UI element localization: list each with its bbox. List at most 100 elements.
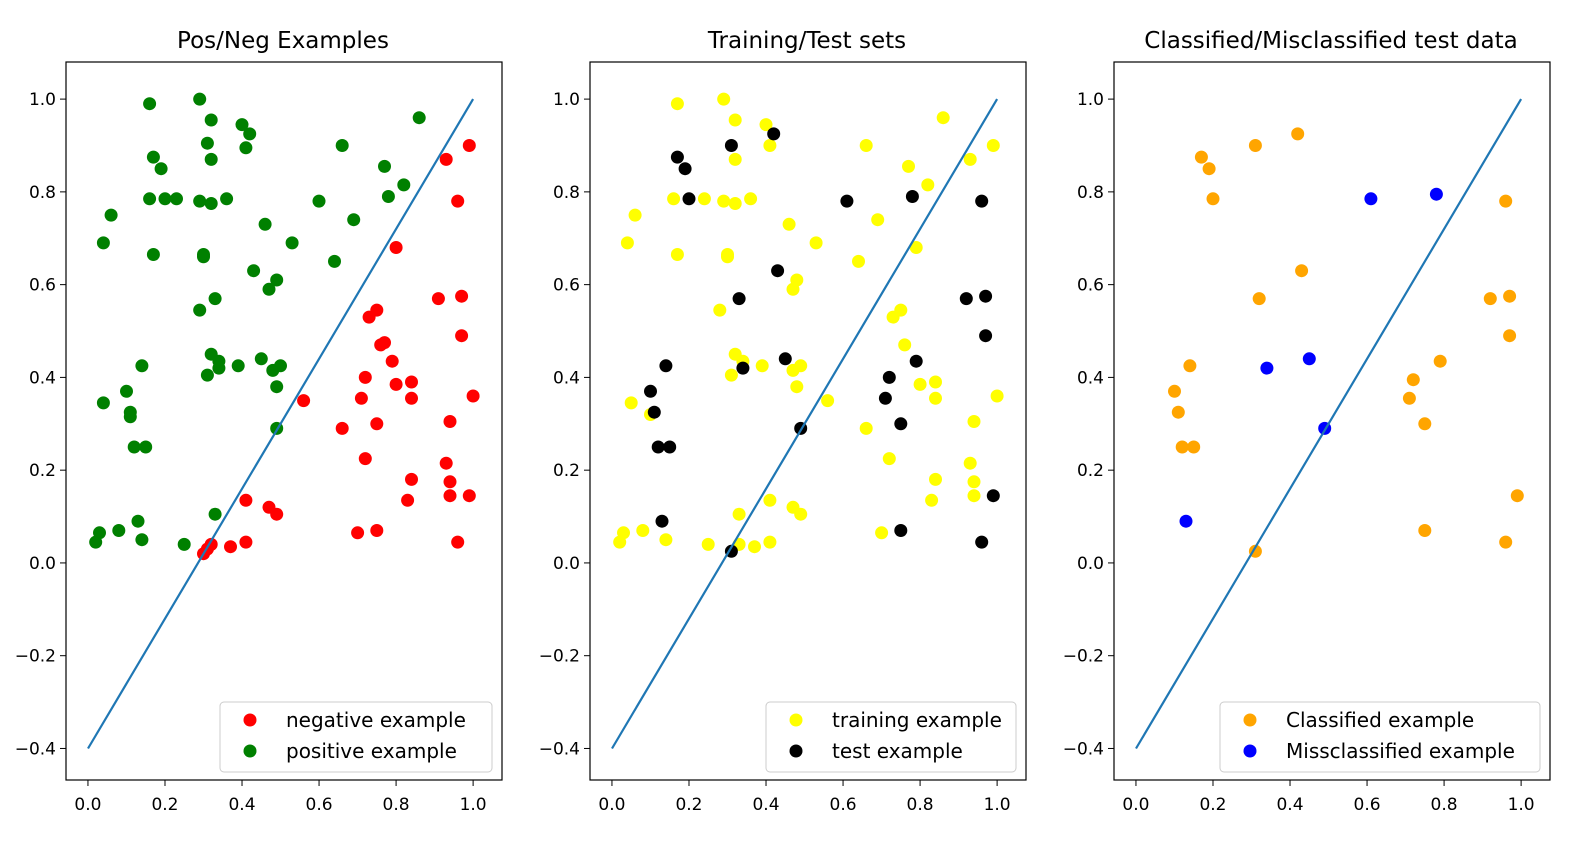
scatter-point-second-series <box>93 526 106 540</box>
decision-line <box>1135 98 1523 750</box>
scatter-point-second-series <box>204 152 218 166</box>
scatter-point-first-series <box>782 217 796 231</box>
scatter-point-first-series <box>370 303 384 317</box>
scatter-point-first-series <box>1175 440 1189 454</box>
x-tick-label: 1.0 <box>1508 795 1535 815</box>
scatter-point-second-series <box>262 282 276 296</box>
scatter-point-second-series <box>347 213 361 227</box>
scatter-point-first-series <box>466 389 480 403</box>
scatter-point-second-series <box>212 354 226 368</box>
scatter-point-first-series <box>354 391 368 405</box>
scatter-point-first-series <box>913 377 927 391</box>
scatter-point-first-series <box>1171 405 1185 419</box>
scatter-point-first-series <box>1187 440 1201 454</box>
legend: negative example positive example <box>219 701 493 773</box>
y-tick-label: 0.6 <box>553 276 580 296</box>
scatter-point-first-series <box>794 359 808 373</box>
y-tick-label: 1.0 <box>1077 90 1104 110</box>
scatter-point-first-series <box>1206 192 1220 206</box>
scatter-point-second-series <box>231 359 245 373</box>
x-tick-label: 0.8 <box>383 795 410 815</box>
y-tick-label: 0.0 <box>29 554 56 574</box>
scatter-point-second-series <box>154 162 168 176</box>
x-tick-label: 0.6 <box>830 795 857 815</box>
scatter-point-second-series <box>882 370 896 384</box>
scatter-point-first-series <box>763 493 777 507</box>
scatter-point-second-series <box>1260 361 1274 375</box>
scatter-point-first-series <box>455 289 469 303</box>
decision-line <box>611 98 999 750</box>
scatter-point-first-series <box>636 524 650 537</box>
scatter-point-first-series <box>925 493 939 507</box>
scatter-point-first-series <box>967 475 981 489</box>
legend-label: negative example <box>286 708 466 732</box>
scatter-point-second-series <box>975 535 989 549</box>
scatter-point-first-series <box>1406 373 1420 387</box>
y-tick-label: 1.0 <box>29 90 56 110</box>
scatter-point-first-series <box>1510 489 1524 503</box>
x-tick-label: 0.4 <box>228 795 255 815</box>
scatter-point-second-series <box>208 292 222 306</box>
y-tick-label: −0.2 <box>539 647 580 667</box>
scatter-point-first-series <box>617 526 630 540</box>
y-tick-label: 0.8 <box>1077 183 1104 203</box>
scatter-point-second-series <box>96 236 110 250</box>
scatter-point-first-series <box>451 194 465 208</box>
scatter-point-second-series <box>193 194 207 208</box>
legend: training example test example <box>765 701 1017 773</box>
scatter-point-second-series <box>678 162 692 176</box>
legend-marker <box>789 713 803 727</box>
scatter-point-second-series <box>112 524 126 537</box>
scatter-point-first-series <box>763 139 777 152</box>
x-tick-label: 1.0 <box>460 795 487 815</box>
plot-area: 0.0 0.2 0.4 0.6 0.8 1.0 −0.4 −0.2 0.0 0.2 0.4 0.6 0.… <box>15 61 503 815</box>
scatter-point-first-series <box>620 236 634 250</box>
scatter-point-second-series <box>682 192 696 206</box>
scatter-point-second-series <box>312 194 326 208</box>
scatter-point-second-series <box>335 139 349 152</box>
y-tick-label: −0.4 <box>539 739 580 759</box>
scatter-point-first-series <box>670 97 684 111</box>
legend-label: training example <box>832 708 1002 732</box>
scatter-point-first-series <box>1291 127 1305 141</box>
scatter-point-second-series <box>208 507 222 521</box>
scatter-point-second-series <box>378 159 391 173</box>
subplot-pos-neg: Pos/Neg Examples 0.0 0.2 0.4 0.6 0.8 1.0 −0.4 −… <box>15 28 503 815</box>
scatter-point-first-series <box>624 396 638 410</box>
scatter-point-second-series <box>158 192 172 206</box>
x-tick-label: 0.4 <box>752 795 779 815</box>
scatter-point-second-series <box>96 396 110 410</box>
scatter-point-first-series <box>732 507 746 521</box>
legend-marker <box>1243 713 1257 727</box>
scatter-point-first-series <box>405 375 418 389</box>
scatter-point-second-series <box>254 352 268 366</box>
scatter-point-second-series <box>647 405 661 419</box>
scatter-point-first-series <box>443 415 457 428</box>
axes-frame <box>65 61 503 781</box>
legend-label: positive example <box>286 739 457 763</box>
scatter-point-second-series <box>235 118 249 132</box>
scatter-point-second-series <box>1179 514 1193 528</box>
scatter-point-first-series <box>389 377 403 391</box>
subplot-title: Classified/Misclassified test data <box>1144 28 1517 54</box>
y-tick-label: 0.4 <box>1077 368 1104 388</box>
scatter-point-second-series <box>243 127 257 141</box>
scatter-point-second-series <box>771 264 785 278</box>
scatter-point-first-series <box>744 192 758 206</box>
scatter-point-first-series <box>717 194 731 208</box>
scatter-point-first-series <box>670 248 684 261</box>
scatter-point-first-series <box>763 535 777 549</box>
legend-marker <box>243 744 257 758</box>
scatter-point-first-series <box>936 111 950 125</box>
scatter-point-second-series <box>724 139 738 152</box>
scatter-point-second-series <box>412 111 426 125</box>
legend-label: Missclassified example <box>1286 739 1515 763</box>
scatter-point-second-series <box>146 150 160 164</box>
scatter-point-first-series <box>1183 359 1197 373</box>
scatter-point-first-series <box>724 368 738 382</box>
scatter-point-first-series <box>462 489 476 503</box>
x-tick-label: 0.0 <box>74 795 101 815</box>
scatter-point-second-series <box>274 359 287 373</box>
scatter-point-second-series <box>239 141 253 155</box>
scatter-point-second-series <box>979 289 993 303</box>
